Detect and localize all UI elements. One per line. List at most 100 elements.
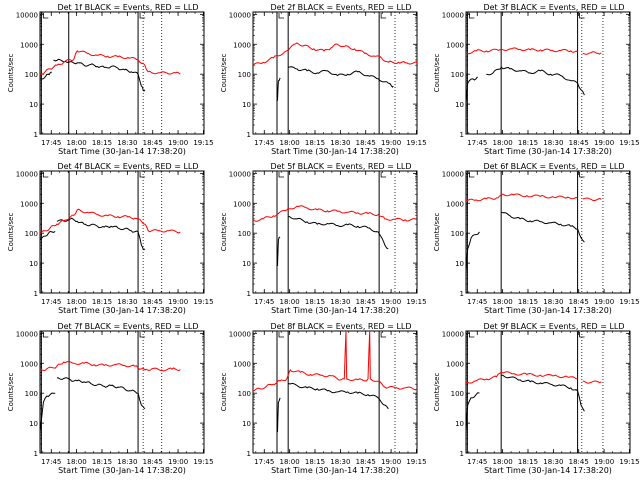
chart-title: Det 5f BLACK = Events, RED = LLD	[270, 162, 411, 171]
chart-title: Det 8f BLACK = Events, RED = LLD	[270, 322, 411, 331]
x-tick-label: 17:45	[41, 298, 61, 306]
plot-frame	[39, 11, 205, 135]
x-tick-label: 18:15	[92, 458, 112, 466]
lld-series-line	[252, 42, 418, 66]
lld-series-line	[582, 197, 602, 202]
y-axis-label: Counts/sec	[433, 373, 441, 412]
y-tick-label: 1000	[233, 200, 251, 208]
x-tick-label: 18:15	[305, 458, 325, 466]
events-series-line	[277, 77, 281, 101]
y-tick-label: 1	[34, 450, 38, 458]
x-tick-label: 19:15	[193, 298, 213, 306]
x-tick-label: 18:15	[518, 458, 538, 466]
lld-series-line	[582, 380, 602, 384]
y-tick-label: 100	[238, 390, 251, 398]
x-tick-label: 18:00	[493, 298, 513, 306]
y-tick-label: 1	[460, 131, 464, 139]
y-tick-label: 100	[451, 390, 464, 398]
y-tick-label: 100	[238, 71, 251, 79]
y-tick-label: 10	[455, 260, 464, 268]
y-tick-label: 100	[25, 230, 38, 238]
events-series-line	[288, 215, 389, 250]
lld-series-line	[39, 50, 181, 75]
x-tick-label: 19:15	[406, 458, 426, 466]
y-axis-label: Counts/sec	[433, 213, 441, 252]
x-tick-label: 18:30	[543, 458, 563, 466]
x-tick-label: 18:30	[117, 298, 137, 306]
x-tick-label: 19:00	[594, 139, 614, 147]
events-series-line	[501, 374, 585, 412]
x-tick-label: 18:15	[518, 139, 538, 147]
x-tick-label: 19:15	[406, 298, 426, 306]
corner-bracket-icon	[380, 172, 387, 178]
x-axis-label: Start Time (30-Jan-14 17:38:20)	[484, 306, 612, 315]
y-tick-label: 10	[29, 260, 38, 268]
lld-series-line	[465, 371, 578, 384]
x-axis-label: Start Time (30-Jan-14 17:38:20)	[271, 147, 399, 156]
x-tick-label: 17:45	[254, 458, 274, 466]
x-tick-label: 19:15	[619, 458, 639, 466]
corner-bracket-icon	[42, 332, 49, 338]
chart-panel-8: Det 8f BLACK = Events, RED = LLD 1 10 100 10…	[220, 322, 427, 475]
y-tick-label: 10	[242, 101, 251, 109]
events-series-line	[288, 66, 394, 88]
corner-bracket-icon	[468, 332, 475, 338]
events-series-line	[501, 211, 585, 243]
events-series-line	[277, 397, 281, 433]
lld-series-line	[39, 360, 181, 372]
events-series-line	[465, 231, 480, 273]
y-axis-label: Counts/sec	[7, 213, 15, 252]
x-axis-label: Start Time (30-Jan-14 17:38:20)	[58, 306, 186, 315]
y-tick-label: 10	[29, 420, 38, 428]
y-tick-label: 10	[455, 101, 464, 109]
x-tick-label: 18:30	[330, 458, 350, 466]
chart-title: Det 9f BLACK = Events, RED = LLD	[483, 322, 624, 331]
x-tick-label: 18:15	[92, 298, 112, 306]
x-tick-label: 18:45	[569, 139, 589, 147]
chart-title: Det 4f BLACK = Events, RED = LLD	[57, 162, 198, 171]
corner-bracket-icon	[579, 172, 585, 178]
events-series-line	[277, 236, 281, 267]
corner-bracket-icon	[380, 332, 387, 338]
x-tick-label: 18:45	[356, 458, 376, 466]
events-series-line	[39, 71, 52, 80]
plot-frame	[465, 170, 631, 294]
y-axis-label: Counts/sec	[220, 373, 228, 412]
y-tick-label: 1	[460, 290, 464, 298]
y-tick-label: 1	[247, 290, 251, 298]
chart-panel-1: Det 1f BLACK = Events, RED = LLD 1 10 100 10…	[7, 3, 214, 156]
x-tick-label: 19:00	[381, 298, 401, 306]
x-tick-label: 18:15	[305, 139, 325, 147]
x-tick-label: 17:45	[254, 298, 274, 306]
chart-title: Det 3f BLACK = Events, RED = LLD	[483, 3, 624, 12]
y-tick-label: 10	[242, 260, 251, 268]
lld-series-line	[252, 330, 418, 392]
y-axis-label: Counts/sec	[433, 54, 441, 93]
x-tick-label: 17:45	[467, 458, 487, 466]
x-tick-label: 18:00	[67, 458, 87, 466]
events-series-line	[56, 377, 146, 410]
y-tick-label: 10	[455, 420, 464, 428]
y-axis-label: Counts/sec	[7, 373, 15, 412]
x-tick-label: 18:30	[117, 458, 137, 466]
x-tick-label: 19:15	[406, 139, 426, 147]
lld-series-line	[582, 51, 602, 55]
y-tick-label: 10000	[16, 330, 38, 338]
x-tick-label: 18:30	[117, 139, 137, 147]
x-tick-label: 19:00	[381, 458, 401, 466]
x-tick-label: 18:00	[67, 139, 87, 147]
events-series-line	[56, 217, 146, 251]
y-axis-label: Counts/sec	[220, 213, 228, 252]
y-tick-label: 1	[247, 131, 251, 139]
chart-panel-7: Det 7f BLACK = Events, RED = LLD 1 10 100 10…	[7, 322, 214, 475]
x-tick-label: 18:00	[67, 298, 87, 306]
x-axis-label: Start Time (30-Jan-14 17:38:20)	[271, 306, 399, 315]
x-tick-label: 18:45	[143, 139, 163, 147]
x-tick-label: 18:45	[143, 458, 163, 466]
y-tick-label: 10000	[16, 170, 38, 178]
y-tick-label: 10000	[442, 170, 464, 178]
x-tick-label: 17:45	[467, 139, 487, 147]
x-tick-label: 18:00	[280, 139, 300, 147]
events-series-line	[288, 382, 389, 410]
x-tick-label: 19:15	[619, 139, 639, 147]
